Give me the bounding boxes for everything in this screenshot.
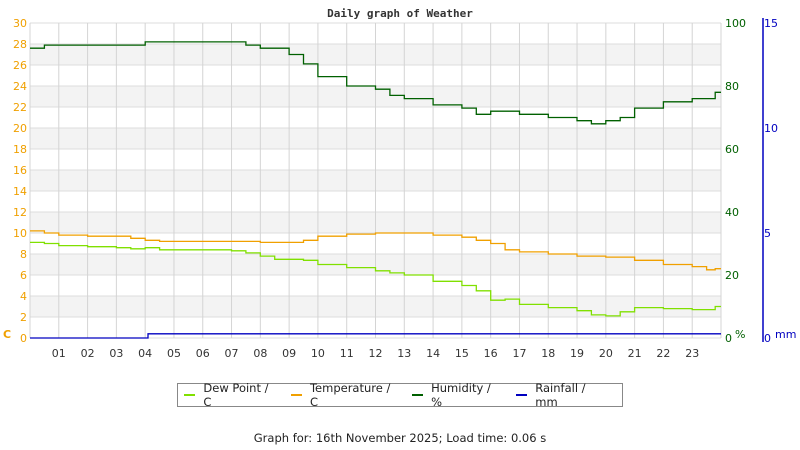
left-tick-label: 6 bbox=[20, 269, 27, 282]
x-tick-label: 19 bbox=[570, 347, 584, 360]
rainfall-axis-ticks: 0 5 10 15 bbox=[764, 17, 778, 345]
x-tick-label: 10 bbox=[311, 347, 325, 360]
left-tick-label: 12 bbox=[13, 206, 27, 219]
x-tick-label: 09 bbox=[282, 347, 296, 360]
right-tick-label: 60 bbox=[725, 143, 739, 156]
x-tick-label: 03 bbox=[109, 347, 123, 360]
rainfall-tick-label: 5 bbox=[764, 227, 771, 240]
right-tick-label: 20 bbox=[725, 269, 739, 282]
legend-item-rainfall: Rainfall / mm bbox=[515, 381, 608, 409]
right-tick-label: 80 bbox=[725, 80, 739, 93]
left-tick-label: 0 bbox=[20, 332, 27, 345]
x-tick-label: 05 bbox=[167, 347, 181, 360]
weather-chart: Daily graph of Weather 02468101214161820… bbox=[3, 7, 796, 360]
x-tick-label: 16 bbox=[484, 347, 498, 360]
series-line bbox=[30, 241, 721, 317]
chart-legend: Dew Point / C Temperature / C Humidity /… bbox=[177, 381, 623, 409]
rainfall-swatch-icon bbox=[515, 394, 528, 396]
legend-label: Rainfall / mm bbox=[535, 381, 586, 409]
series-line bbox=[30, 230, 721, 271]
left-tick-label: 18 bbox=[13, 143, 27, 156]
x-tick-label: 02 bbox=[81, 347, 95, 360]
x-tick-label: 01 bbox=[52, 347, 66, 360]
humidity-swatch-icon bbox=[411, 394, 424, 396]
legend-label: Dew Point / C bbox=[203, 381, 269, 409]
x-tick-label: 14 bbox=[426, 347, 440, 360]
left-tick-label: 24 bbox=[13, 80, 27, 93]
x-tick-label: 11 bbox=[340, 347, 354, 360]
right-axis-unit: % bbox=[735, 328, 745, 341]
legend-item-dew-point: Dew Point / C bbox=[184, 381, 277, 409]
legend-item-temperature: Temperature / C bbox=[290, 381, 398, 409]
x-tick-label: 22 bbox=[656, 347, 670, 360]
rainfall-tick-label: 10 bbox=[764, 122, 778, 135]
left-tick-label: 20 bbox=[13, 122, 27, 135]
right-axis-ticks: 0 20 40 60 80 100 bbox=[725, 17, 746, 345]
left-tick-label: 22 bbox=[13, 101, 27, 114]
left-tick-label: 30 bbox=[13, 17, 27, 30]
legend-item-humidity: Humidity / % bbox=[411, 381, 502, 409]
series-lines bbox=[30, 41, 721, 339]
left-axis-unit: C bbox=[3, 328, 11, 341]
rainfall-tick-label: 15 bbox=[764, 17, 778, 30]
left-tick-label: 28 bbox=[13, 38, 27, 51]
right-tick-label: 40 bbox=[725, 206, 739, 219]
x-tick-label: 07 bbox=[225, 347, 239, 360]
x-tick-label: 17 bbox=[512, 347, 526, 360]
x-tick-label: 06 bbox=[196, 347, 210, 360]
left-tick-label: 14 bbox=[13, 185, 27, 198]
legend-label: Humidity / % bbox=[431, 381, 491, 409]
left-tick-label: 16 bbox=[13, 164, 27, 177]
series-line bbox=[30, 41, 721, 125]
x-tick-label: 04 bbox=[138, 347, 152, 360]
x-tick-label: 08 bbox=[253, 347, 267, 360]
right-tick-label: 100 bbox=[725, 17, 746, 30]
x-tick-label: 15 bbox=[455, 347, 469, 360]
x-tick-label: 21 bbox=[628, 347, 642, 360]
dew-point-swatch-icon bbox=[184, 394, 196, 396]
temperature-swatch-icon bbox=[290, 394, 302, 396]
chart-title: Daily graph of Weather bbox=[327, 7, 473, 20]
x-tick-label: 20 bbox=[599, 347, 613, 360]
x-axis-ticks: 01 02 03 04 05 06 07 08 09 10 11 12 13 14 15 16 17 18 19 20… bbox=[52, 347, 699, 360]
left-tick-label: 2 bbox=[20, 311, 27, 324]
x-tick-label: 23 bbox=[685, 347, 699, 360]
footer-status: Graph for: 16th November 2025; Load time… bbox=[253, 431, 547, 445]
left-tick-label: 8 bbox=[20, 248, 27, 261]
rainfall-axis-unit: mm bbox=[775, 328, 796, 341]
rainfall-tick-label: 0 bbox=[764, 332, 771, 345]
legend-label: Temperature / C bbox=[309, 381, 391, 409]
left-tick-label: 26 bbox=[13, 59, 27, 72]
left-tick-label: 4 bbox=[20, 290, 27, 303]
x-tick-label: 18 bbox=[541, 347, 555, 360]
x-tick-label: 13 bbox=[397, 347, 411, 360]
series-line bbox=[30, 333, 721, 339]
left-tick-label: 10 bbox=[13, 227, 27, 240]
x-tick-label: 12 bbox=[369, 347, 383, 360]
right-tick-label: 0 bbox=[725, 332, 732, 345]
